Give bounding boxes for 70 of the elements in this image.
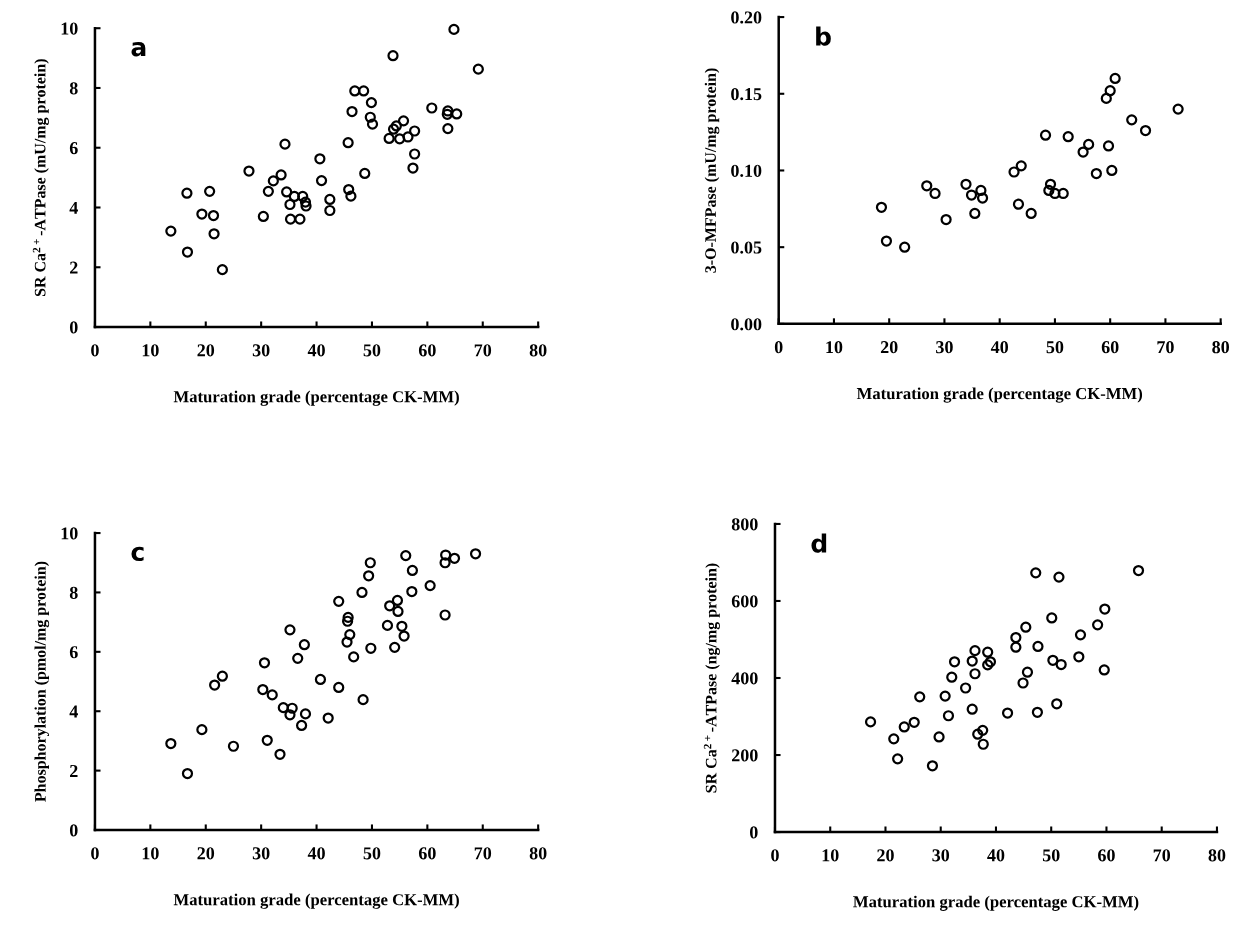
- x-tick-label: 80: [529, 847, 547, 860]
- x-axis-title: Maturation grade (percentage CK-MM): [173, 390, 459, 406]
- x-tick-label: 30: [936, 341, 953, 354]
- x-tick-label: 0: [771, 849, 779, 862]
- x-tick-label: 80: [1212, 341, 1230, 354]
- x-tick-label: 70: [1153, 849, 1171, 862]
- chart-title: c: [131, 546, 144, 562]
- x-tick-label: 60: [418, 847, 436, 860]
- y-tick-label: 4: [69, 201, 78, 214]
- x-tick-label: 0: [91, 847, 99, 860]
- y-tick-label: 600: [731, 595, 758, 608]
- y-tick-label: 0.20: [731, 11, 762, 24]
- y-tick-label: 400: [731, 672, 758, 685]
- y-tick-label: 0.15: [731, 88, 762, 101]
- x-tick-label: 10: [822, 849, 839, 862]
- x-tick-label: 10: [826, 341, 843, 354]
- x-tick-label: 70: [474, 344, 492, 357]
- y-tick-label: 0.00: [731, 318, 762, 331]
- x-tick-label: 40: [987, 849, 1005, 862]
- x-tick-label: 60: [1098, 849, 1115, 862]
- x-tick-label: 50: [363, 344, 381, 357]
- y-tick-label: 0.10: [731, 164, 762, 177]
- x-tick-label: 50: [363, 847, 381, 860]
- x-tick-label: 0: [774, 341, 783, 354]
- x-axis-title: Maturation grade (percentage CK-MM): [856, 387, 1143, 403]
- y-tick-label: 10: [61, 22, 78, 35]
- x-tick-label: 10: [142, 344, 159, 357]
- x-tick-label: 50: [1046, 341, 1064, 354]
- y-tick-label: 0: [69, 321, 78, 334]
- x-tick-label: 60: [418, 344, 436, 357]
- y-tick-label: 8: [69, 82, 78, 95]
- y-axis-title: Phosphorylation (pmol/mg protein): [34, 561, 50, 802]
- y-tick-label: 6: [69, 142, 78, 155]
- x-tick-label: 20: [877, 849, 894, 862]
- x-tick-label: 50: [1042, 849, 1060, 862]
- x-tick-label: 60: [1101, 341, 1119, 354]
- x-tick-label: 20: [197, 344, 215, 357]
- y-tick-label: 0: [69, 824, 78, 837]
- x-tick-label: 20: [880, 341, 898, 354]
- x-axis-title: Maturation grade (percentage CK-MM): [173, 893, 459, 909]
- x-tick-label: 30: [252, 344, 270, 357]
- x-tick-label: 30: [932, 849, 950, 862]
- chart-title: b: [816, 26, 831, 46]
- y-tick-label: 6: [69, 646, 78, 659]
- x-tick-label: 30: [252, 847, 270, 860]
- y-tick-label: 10: [61, 527, 78, 540]
- x-tick-label: 70: [474, 847, 492, 860]
- y-tick-label: 8: [69, 586, 78, 599]
- y-tick-label: 2: [70, 261, 78, 274]
- x-tick-label: 10: [142, 847, 159, 860]
- x-tick-label: 80: [1208, 849, 1226, 862]
- x-axis-title: Maturation grade (percentage CK-MM): [853, 895, 1139, 911]
- y-axis-title: SR Ca$^{2+}$-ATPase (ng/mg protein): [703, 563, 720, 793]
- y-tick-label: 0.05: [731, 241, 762, 254]
- x-tick-label: 40: [307, 847, 325, 860]
- x-tick-label: 20: [197, 847, 215, 860]
- x-tick-label: 0: [91, 344, 99, 357]
- y-axis-title: 3-O-MFPase (mU/mg protein): [704, 68, 720, 273]
- x-tick-label: 80: [529, 344, 547, 357]
- y-tick-label: 0: [749, 826, 758, 839]
- y-tick-label: 4: [69, 705, 78, 718]
- x-tick-label: 70: [1157, 341, 1174, 354]
- chart-title: a: [131, 42, 146, 57]
- x-tick-label: 40: [307, 344, 325, 357]
- x-tick-label: 40: [990, 341, 1009, 354]
- chart-title: d: [811, 533, 827, 553]
- y-tick-label: 2: [70, 764, 78, 777]
- y-tick-label: 800: [731, 518, 758, 531]
- y-axis-title: SR Ca$^{2+}$-ATPase (mU/mg protein): [32, 59, 49, 297]
- y-tick-label: 200: [732, 749, 758, 762]
